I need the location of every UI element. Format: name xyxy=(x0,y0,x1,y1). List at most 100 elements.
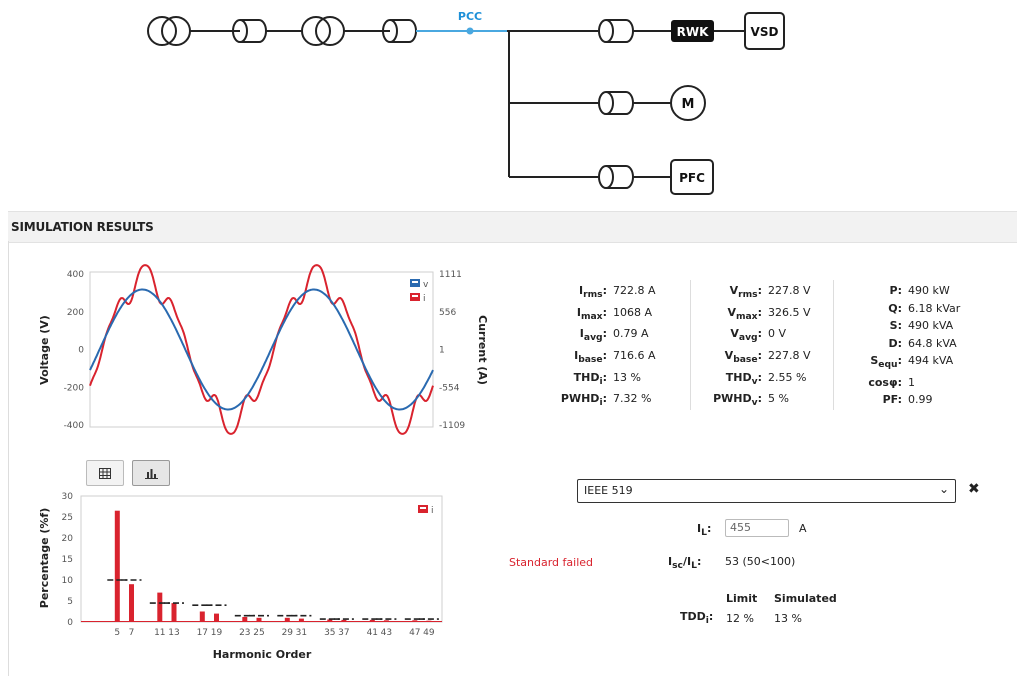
stat-label: cosφ: xyxy=(868,375,902,389)
harmonic-bar[interactable] xyxy=(214,613,219,622)
harmonic-bar[interactable] xyxy=(284,617,290,622)
vsd-block[interactable]: VSD xyxy=(744,12,785,50)
stat-value: 326.5 V xyxy=(768,305,811,319)
pcc-label: PCC xyxy=(458,10,482,23)
stat-label: Sequ: xyxy=(870,354,902,371)
motor-icon[interactable]: M xyxy=(670,85,706,121)
harmonic-x-tick-label: 11 xyxy=(154,628,165,638)
stat-label: Ibase: xyxy=(574,349,607,366)
table-view-button[interactable] xyxy=(86,460,124,486)
stat-label: PWHDi: xyxy=(560,392,607,409)
stat-row: D: 64.8 kVA xyxy=(850,335,960,353)
cable-1-icon[interactable] xyxy=(226,19,267,43)
current-tick-label: -1109 xyxy=(439,421,465,431)
stat-row: P: 490 kW xyxy=(850,282,960,300)
transformer-1-icon[interactable] xyxy=(147,16,191,46)
panel-border xyxy=(8,241,9,676)
stat-label: Vrms: xyxy=(729,284,762,301)
stat-row: PWHDv: 5 % xyxy=(710,390,811,412)
harmonic-bar[interactable] xyxy=(199,611,205,623)
legend-i-label: i xyxy=(423,294,426,304)
legend-i-label: i xyxy=(431,506,434,516)
stat-label: Vavg: xyxy=(730,327,762,344)
harmonic-bar[interactable] xyxy=(242,617,248,622)
harmonic-legend[interactable]: i xyxy=(418,505,434,516)
rwk-block[interactable]: RWK xyxy=(671,20,714,42)
stat-label: P: xyxy=(889,284,902,297)
harmonic-x-tick-label: 35 xyxy=(324,628,335,638)
harmonic-x-tick-label: 29 xyxy=(282,628,294,638)
harmonic-bar[interactable] xyxy=(369,619,375,622)
stat-value: 0.99 xyxy=(908,393,933,407)
chevron-down-icon: ⌄ xyxy=(938,482,949,496)
standard-select[interactable]: IEEE 519 ⌄ xyxy=(577,479,956,503)
stat-row: Vmax: 326.5 V xyxy=(710,304,811,326)
harmonic-chart: Percentage (%f) Harmonic Order 30 25 20 15 1… xyxy=(38,492,443,661)
isc-il-value: 53 (50<100) xyxy=(725,555,796,568)
harmonic-bar[interactable] xyxy=(129,584,134,622)
stat-value: 1 xyxy=(908,375,915,389)
current-tick-label: 1 xyxy=(439,346,445,356)
harmonic-bar[interactable] xyxy=(426,620,432,622)
stat-value: 716.6 A xyxy=(613,349,656,363)
harmonic-bar[interactable] xyxy=(383,620,389,622)
harmonic-bar[interactable] xyxy=(298,618,304,622)
standard-status: Standard failed xyxy=(509,556,594,569)
stat-label: S: xyxy=(889,319,902,332)
voltage-stats: Vrms: 227.8 V Vmax: 326.5 V Vavg: 0 V Vbase: 22… xyxy=(710,282,811,412)
stat-value: 490 kW xyxy=(908,284,950,297)
waveform-legend[interactable]: v i xyxy=(410,279,429,304)
stat-label: Iavg: xyxy=(579,327,607,344)
il-input[interactable]: 455 xyxy=(725,519,789,537)
chart-view-button[interactable] xyxy=(132,460,170,486)
harmonic-bar[interactable] xyxy=(157,592,163,622)
waveform-plot-area xyxy=(89,271,434,428)
cable-branch-1-icon[interactable] xyxy=(598,19,634,43)
close-icon[interactable]: ✖ xyxy=(968,481,980,497)
harmonic-bar[interactable] xyxy=(114,510,120,622)
stat-label: Irms: xyxy=(578,284,607,301)
stat-row: Iavg: 0.79 A xyxy=(555,325,656,347)
tdd-label: TDDi: xyxy=(680,610,714,627)
current-tick-label: -554 xyxy=(439,383,460,393)
stat-value: 494 kVA xyxy=(908,354,954,367)
stat-row: Imax: 1068 A xyxy=(555,304,656,326)
harmonic-bar[interactable] xyxy=(171,603,177,622)
stat-label: PWHDv: xyxy=(713,392,762,409)
stat-value: 0.79 A xyxy=(613,327,649,341)
pfc-block[interactable]: PFC xyxy=(670,159,714,195)
voltage-tick-label: 400 xyxy=(67,270,84,280)
stat-label: Vbase: xyxy=(724,349,762,366)
harmonic-x-tick-label: 31 xyxy=(296,628,307,638)
harmonic-y-axis-label: Percentage (%f) xyxy=(38,508,51,608)
current-tick-label: 1111 xyxy=(439,270,462,280)
harmonic-x-axis-label: Harmonic Order xyxy=(213,648,312,661)
stat-value: 7.32 % xyxy=(613,392,652,406)
harmonic-x-tick-label: 25 xyxy=(253,628,264,638)
harmonic-bar[interactable] xyxy=(412,620,418,622)
harmonic-bar[interactable] xyxy=(327,619,333,623)
stat-row: Vrms: 227.8 V xyxy=(710,282,811,304)
harmonic-y-tick-label: 30 xyxy=(62,492,74,502)
harmonic-bar[interactable] xyxy=(341,619,347,622)
stat-value: 490 kVA xyxy=(908,319,954,332)
stat-value: 64.8 kVA xyxy=(908,336,957,350)
cable-branch-3-icon[interactable] xyxy=(598,165,634,189)
legend-v-label: v xyxy=(423,280,429,290)
stat-row: Irms: 722.8 A xyxy=(555,282,656,304)
stat-label: D: xyxy=(888,336,902,350)
voltage-tick-label: -200 xyxy=(64,383,85,393)
stat-row: S: 490 kVA xyxy=(850,317,960,335)
tdd-simulated-value: 13 % xyxy=(774,612,802,625)
pcc-node[interactable] xyxy=(466,27,474,35)
stat-label: Vmax: xyxy=(727,305,762,322)
stat-label: Imax: xyxy=(576,305,607,322)
cable-2-icon[interactable] xyxy=(376,19,417,43)
stat-label: Q: xyxy=(888,301,902,315)
transformer-2-icon[interactable] xyxy=(301,16,345,46)
stat-value: 722.8 A xyxy=(613,284,656,297)
stat-row: cosφ: 1 xyxy=(850,374,960,392)
cable-branch-2-icon[interactable] xyxy=(598,91,634,115)
harmonic-bar[interactable] xyxy=(256,617,262,622)
harmonic-y-tick-label: 15 xyxy=(62,555,73,565)
